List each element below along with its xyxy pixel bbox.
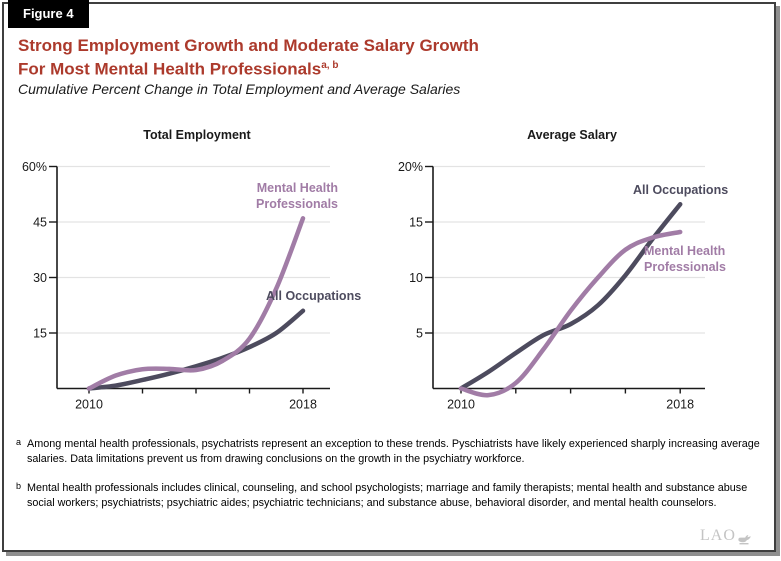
y-tick-label: 45 xyxy=(33,216,47,230)
figure-title-line2: For Most Mental Health Professionals xyxy=(18,59,322,79)
footnote-a-marker: a xyxy=(16,437,22,447)
footnote-b-text: Mental health professionals includes cli… xyxy=(27,482,748,509)
lao-logo: LAO xyxy=(700,527,752,545)
total-employment-chart: 60% 45 30 15 2010 2018 xyxy=(22,160,330,411)
series-label-all-occupations-employment: All Occupations xyxy=(266,289,362,303)
series-line-all-occupations xyxy=(86,308,306,391)
series-label-mental-health-professionals-employment: Mental Health Professionals xyxy=(256,181,338,211)
series-line-mental-health-professionals xyxy=(86,216,306,391)
footnote-b-marker: b xyxy=(16,481,22,491)
y-tick-label: 60% xyxy=(22,160,47,174)
footnote-a-text: Among mental health professionals, psych… xyxy=(27,438,760,465)
average-salary-chart: 20% 15 10 5 2010 2018 xyxy=(398,160,705,411)
figure-subtitle: Cumulative Percent Change in Total Emplo… xyxy=(18,81,461,97)
y-tick-label: 15 xyxy=(409,216,423,230)
figure-title: Strong Employment Growth and Moderate Sa… xyxy=(18,36,479,80)
series-label-all-occupations-salary: All Occupations xyxy=(633,183,729,197)
lao-logo-text: LAO xyxy=(700,527,736,544)
figure-title-line1: Strong Employment Growth and Moderate Sa… xyxy=(18,36,479,55)
x-tick-label: 2018 xyxy=(666,398,694,411)
footnote-a: a Among mental health professionals, psy… xyxy=(14,437,768,467)
y-tick-label: 20% xyxy=(398,160,423,174)
series-label-mental-health-professionals-salary: Mental Health Professionals xyxy=(644,244,726,274)
series-line-mental-health-professionals xyxy=(458,229,683,398)
chart-title-average-salary: Average Salary xyxy=(527,128,617,142)
x-tick-label: 2010 xyxy=(75,398,103,411)
figure-title-footnote-marks: a, b xyxy=(321,60,339,71)
footnotes-section: a Among mental health professionals, psy… xyxy=(14,437,768,525)
series-line-all-occupations xyxy=(458,201,683,391)
figure-label: Figure 4 xyxy=(8,0,89,28)
y-tick-label: 30 xyxy=(33,271,47,285)
lao-lamp-icon xyxy=(738,535,751,545)
footnote-b: b Mental health professionals includes c… xyxy=(14,481,768,511)
chart-title-total-employment: Total Employment xyxy=(143,128,251,142)
x-tick-label: 2018 xyxy=(289,398,317,411)
y-tick-label: 5 xyxy=(416,327,423,341)
y-tick-label: 15 xyxy=(33,327,47,341)
x-tick-label: 2010 xyxy=(447,398,475,411)
y-tick-label: 10 xyxy=(409,271,423,285)
